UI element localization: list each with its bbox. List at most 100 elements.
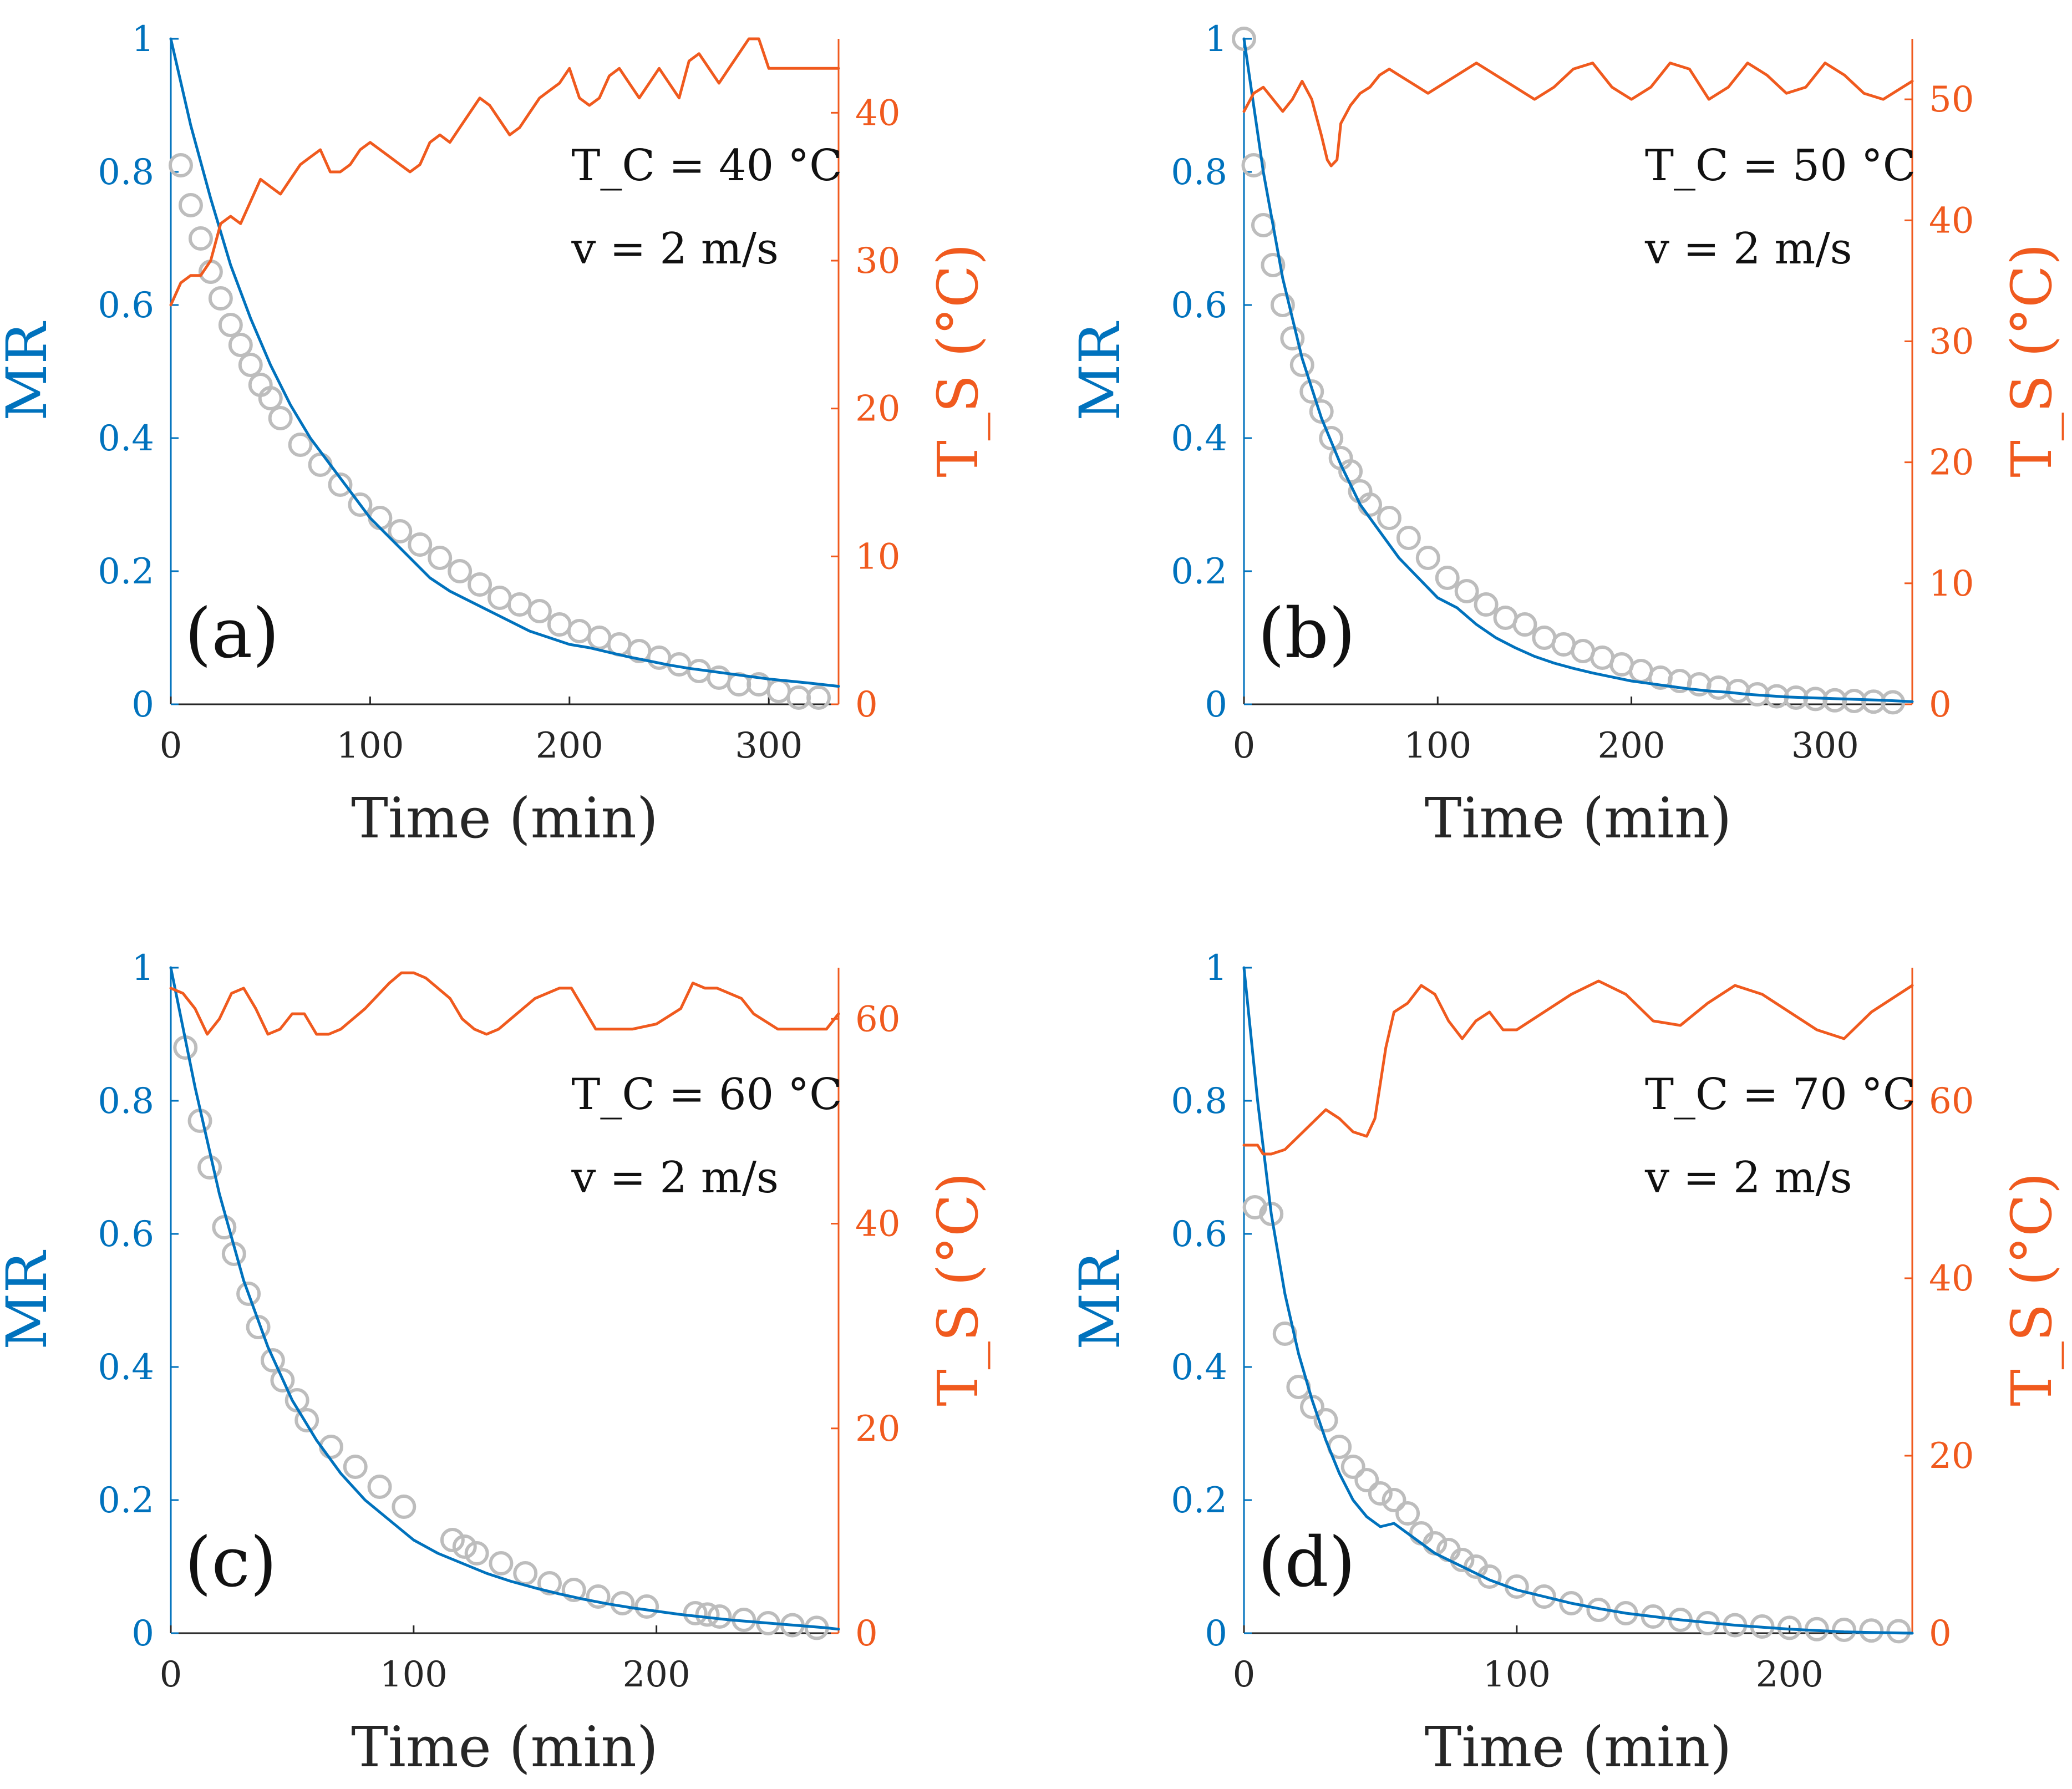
left-tick-label: 0.2 <box>1171 1480 1227 1521</box>
data-point-marker <box>178 193 203 217</box>
data-point-marker <box>343 1455 368 1479</box>
right-tick-label: 10 <box>855 536 900 577</box>
left-tick-label: 0.2 <box>1171 551 1227 592</box>
right-tick-label: 60 <box>1929 1081 1974 1122</box>
left-tick-label: 0.2 <box>98 1480 154 1521</box>
left-tick-label: 0 <box>1205 684 1227 725</box>
data-point-marker <box>318 1435 343 1459</box>
data-point-marker <box>683 1601 708 1625</box>
x-axis-label: Time (min) <box>351 1715 658 1780</box>
data-point-marker <box>1859 1618 1884 1643</box>
data-point-marker <box>1232 27 1256 51</box>
data-point-marker <box>468 572 492 597</box>
data-point-marker <box>448 559 473 583</box>
x-tick-label: 300 <box>1791 725 1859 766</box>
y-axis-label-right: T_S (°C) <box>926 243 991 477</box>
data-point-marker <box>1474 592 1499 617</box>
x-tick-label: 200 <box>1597 725 1665 766</box>
panel-c: 0 100 200 0 0.2 0.4 0.6 0.8 1 0 20 40 60 Time (min) MR… <box>0 948 991 1780</box>
data-point-marker <box>1559 1591 1584 1615</box>
data-point-marker <box>236 1282 261 1306</box>
x-tick-label: 0 <box>1233 1654 1256 1695</box>
right-tick-label: 40 <box>1929 1258 1974 1299</box>
right-tick-label: 10 <box>1929 563 1974 604</box>
right-tick-label: 30 <box>855 241 900 282</box>
data-point-marker <box>464 1541 489 1566</box>
annotation-tc: T_C = 70 °C <box>1645 1070 1916 1120</box>
data-point-marker <box>1396 526 1421 550</box>
data-point-marker <box>188 226 213 251</box>
temperature-line <box>1242 62 1914 167</box>
data-point-marker <box>308 453 333 477</box>
panel-label: (a) <box>185 594 280 674</box>
panel-label: (b) <box>1258 594 1355 674</box>
panel-label: (d) <box>1258 1523 1355 1603</box>
left-tick-label: 0.6 <box>1171 285 1227 326</box>
data-point-marker <box>367 1475 392 1499</box>
data-point-marker <box>489 1551 514 1575</box>
left-tick-label: 0.8 <box>1171 1081 1227 1122</box>
left-tick-label: 0.4 <box>1171 1347 1227 1388</box>
right-tick-label: 20 <box>1929 443 1974 484</box>
data-point-marker <box>208 286 233 311</box>
data-point-marker <box>610 1591 635 1615</box>
temperature-line <box>169 971 840 1036</box>
data-point-marker <box>168 153 193 177</box>
x-axis-label: Time (min) <box>1425 786 1732 851</box>
x-axis-label: Time (min) <box>1425 1715 1732 1780</box>
data-point-marker <box>634 1594 659 1619</box>
y-axis-label-left: MR <box>1068 1249 1133 1349</box>
panel-b: 0 100 200 30000.20.40.60.8101020304050Time … <box>1068 19 2064 851</box>
data-point-marker <box>587 626 612 650</box>
data-point-marker <box>1532 1584 1557 1609</box>
data-point-marker <box>452 1534 477 1559</box>
left-tick-label: 0.8 <box>98 152 154 193</box>
right-tick-label: 50 <box>1929 79 1974 120</box>
left-tick-label: 1 <box>131 19 154 60</box>
left-tick-label: 0.6 <box>98 285 154 326</box>
annotation-tc: T_C = 60 °C <box>571 1070 842 1120</box>
x-tick-label: 0 <box>160 725 182 766</box>
data-point-marker <box>388 519 413 543</box>
annotation-tc: T_C = 50 °C <box>1645 141 1916 191</box>
data-point-marker <box>1886 1619 1911 1644</box>
data-point-marker <box>392 1495 417 1519</box>
data-point-marker <box>1512 612 1537 637</box>
left-tick-label: 0.6 <box>98 1214 154 1255</box>
temperature-line <box>1242 979 1914 1156</box>
left-tick-label: 0 <box>131 1613 154 1654</box>
data-point-marker <box>294 1408 319 1432</box>
data-point-marker <box>1319 426 1344 450</box>
x-tick-label: 0 <box>160 1654 182 1695</box>
x-tick-label: 100 <box>1483 1654 1551 1695</box>
data-point-marker <box>258 386 283 410</box>
data-point-marker <box>428 546 453 570</box>
y-axis-label-left: MR <box>1068 321 1133 420</box>
x-tick-label: 300 <box>735 725 803 766</box>
left-tick-label: 0 <box>1205 1613 1227 1654</box>
data-point-marker <box>348 492 373 517</box>
data-point-marker <box>1368 1481 1393 1506</box>
right-tick-label: 20 <box>855 1409 900 1450</box>
annotation-velocity: v = 2 m/s <box>1644 224 1852 274</box>
x-tick-label: 100 <box>1404 725 1471 766</box>
x-tick-label: 200 <box>536 725 603 766</box>
data-point-marker <box>1270 293 1295 317</box>
data-point-marker <box>1382 1488 1406 1512</box>
left-tick-label: 0 <box>131 684 154 725</box>
data-point-marker <box>537 1571 562 1595</box>
right-tick-label: 20 <box>1929 1436 1974 1477</box>
data-point-marker <box>197 1155 222 1180</box>
data-point-marker <box>1309 399 1334 424</box>
right-tick-label: 0 <box>855 1613 878 1654</box>
annotation-tc: T_C = 40 °C <box>571 141 842 191</box>
data-point-marker <box>1377 506 1401 530</box>
data-point-marker <box>547 612 572 637</box>
right-tick-label: 20 <box>855 389 900 430</box>
data-point-marker <box>1415 546 1440 570</box>
data-point-marker <box>1832 1618 1857 1642</box>
data-point-marker <box>513 1561 538 1585</box>
mr-model-line <box>1242 37 1914 703</box>
temperature-line <box>169 37 840 307</box>
